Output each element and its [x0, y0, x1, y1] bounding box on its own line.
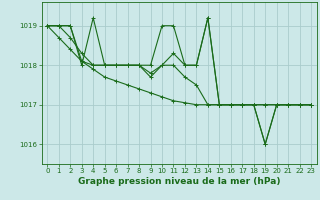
X-axis label: Graphe pression niveau de la mer (hPa): Graphe pression niveau de la mer (hPa)	[78, 177, 280, 186]
